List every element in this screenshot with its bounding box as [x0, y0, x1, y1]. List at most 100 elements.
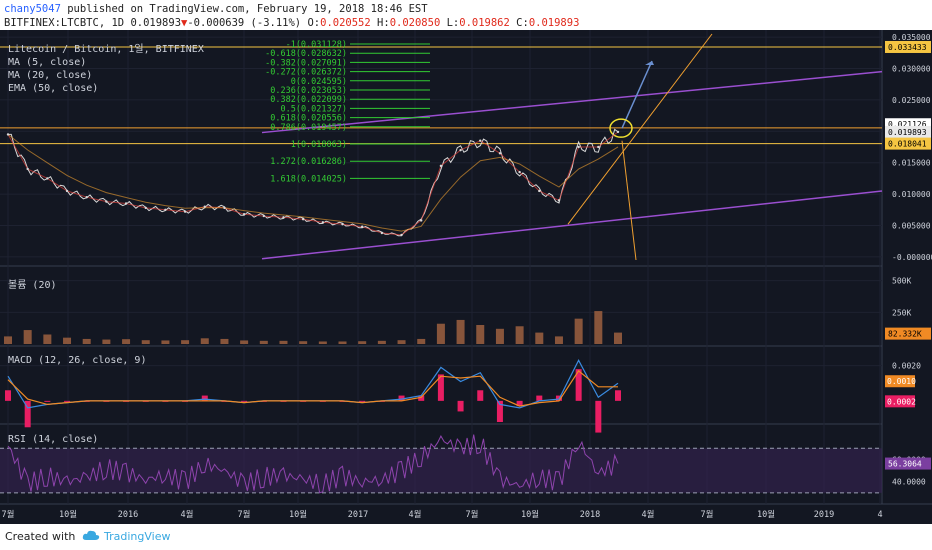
lower-channel-line [261, 190, 883, 260]
macd-histogram-bar [496, 400, 503, 422]
main-title: Litecoin / Bitcoin, 1일, BITFINEX [8, 43, 204, 55]
grid-lines [0, 30, 932, 505]
fib-label: 1.272(0.016286) [270, 157, 347, 167]
x-tick-label: 10월 [59, 509, 77, 520]
price-label-box [885, 40, 931, 53]
volume-bar [535, 332, 544, 344]
volume-bar [574, 318, 583, 344]
volume-bar [299, 341, 308, 344]
y-tick-label: 0.035000 [892, 33, 931, 42]
x-tick-label: 4월 [409, 509, 422, 520]
volume-last-label: 82.332K [888, 330, 922, 339]
indicator-legend: EMA (50, close) [8, 83, 98, 94]
rsi-line [7, 434, 619, 494]
macd-histogram-bar [201, 395, 208, 401]
price-point [518, 170, 521, 174]
time-axis[interactable]: 7월 10월 2016 4월 7월 10월 2017 4월 7월 10월 2018 4월 7월 10월 20… [2, 509, 883, 520]
volume-bar [594, 311, 603, 344]
volume-pane[interactable] [4, 311, 622, 344]
tradingview-brand[interactable]: TradingView [104, 530, 171, 543]
fib-label: 0(0.024595) [291, 77, 347, 87]
x-tick-label: 4 [877, 510, 882, 520]
price-point [65, 189, 69, 193]
price-label: 0.021126 [888, 120, 927, 129]
price-point [479, 139, 482, 142]
orange-drop-line [621, 140, 637, 261]
price-point [360, 225, 364, 228]
rsi-last-box [885, 457, 931, 470]
volume-bar [338, 341, 347, 344]
orange-trend-line [567, 33, 713, 225]
down-arrow-icon: ▼ [181, 17, 188, 29]
ohlc-line: BITFINEX:LTCBTC, 1D 0.019893▼-0.000639 (… [4, 17, 579, 29]
x-tick-label: 10월 [757, 509, 775, 520]
author-link[interactable]: chany5047 [4, 3, 61, 15]
x-tick-label: 10월 [289, 509, 307, 520]
volume-bar [220, 338, 229, 344]
volume-bar [377, 340, 386, 344]
ma5-line [7, 131, 619, 236]
published-text: published on TradingView.com, February 1… [67, 3, 428, 15]
trading-chart[interactable]: 0.0350000.0300000.0250000.0200000.015000… [0, 30, 932, 524]
price-point [164, 208, 167, 211]
volume-bar [279, 340, 288, 344]
volume-bar [476, 325, 485, 344]
price-point [498, 152, 502, 155]
indicator-legend: MA (5, close) [8, 57, 86, 68]
macd-histogram-bar [5, 390, 11, 401]
price-point [282, 216, 285, 219]
price-point [321, 221, 325, 224]
x-tick-label: 4월 [181, 509, 194, 520]
price-point [85, 196, 88, 199]
macd-histogram-bar [418, 395, 425, 401]
price-point [6, 133, 10, 136]
volume-bar [4, 336, 12, 344]
macd-tick-label: 0.0020 [892, 362, 921, 371]
macd-pane[interactable] [5, 358, 621, 433]
price-pane[interactable]: -1(0.031128)-0.618(0.028632)-0.382(0.027… [0, 33, 883, 261]
volume-bar [102, 339, 111, 344]
volume-bar [515, 326, 524, 344]
macd-histogram-bar [398, 395, 405, 401]
volume-bar [495, 328, 504, 344]
price-axis[interactable]: 0.0350000.0300000.0250000.0200000.015000… [885, 33, 932, 487]
signal-line [7, 370, 618, 407]
price-point [242, 212, 246, 216]
fib-label: 0.786(0.019457) [270, 123, 347, 133]
volume-tick-label: 500K [892, 277, 911, 286]
macd-histogram-bar [437, 374, 444, 401]
indicator-legends: Litecoin / Bitcoin, 1일, BITFINEX MA (5, c… [8, 43, 204, 445]
rsi-pane[interactable] [0, 434, 882, 494]
open-value: 0.020552 [320, 17, 371, 29]
x-tick-label: 10월 [521, 509, 539, 520]
price-line [8, 128, 619, 237]
macd-histogram-bar [44, 400, 51, 402]
volume-bar [259, 340, 268, 344]
tradingview-cloud-icon [82, 530, 100, 540]
price-point [301, 217, 305, 221]
close-value: 0.019893 [528, 17, 580, 29]
volume-bar [122, 339, 131, 344]
price-point [616, 130, 620, 134]
macd-value-box [885, 375, 915, 388]
x-tick-label: 2017 [348, 510, 368, 520]
macd-histogram-bar [575, 369, 582, 401]
y-tick-label: 0.015000 [892, 159, 931, 168]
y-tick-label: 0.005000 [892, 221, 931, 230]
open-label: O: [307, 17, 321, 29]
upper-channel-line [261, 70, 883, 134]
price-point [557, 199, 561, 202]
macd-histogram-bar [457, 400, 464, 412]
macd-value-label: 0.0010 [887, 377, 916, 386]
price-point [439, 164, 443, 168]
volume-bar [240, 340, 249, 344]
y-tick-label: -0.000000 [892, 253, 932, 262]
x-tick-label: 7월 [238, 509, 251, 520]
volume-bar [397, 340, 406, 344]
macd-histogram-bar [24, 400, 31, 428]
symbol-label: BITFINEX:LTCBTC, 1D [4, 17, 125, 29]
fib-label: -1(0.031128) [286, 40, 347, 50]
volume-bar [417, 338, 426, 344]
price-point [26, 167, 29, 171]
x-tick-label: 4월 [642, 509, 655, 520]
